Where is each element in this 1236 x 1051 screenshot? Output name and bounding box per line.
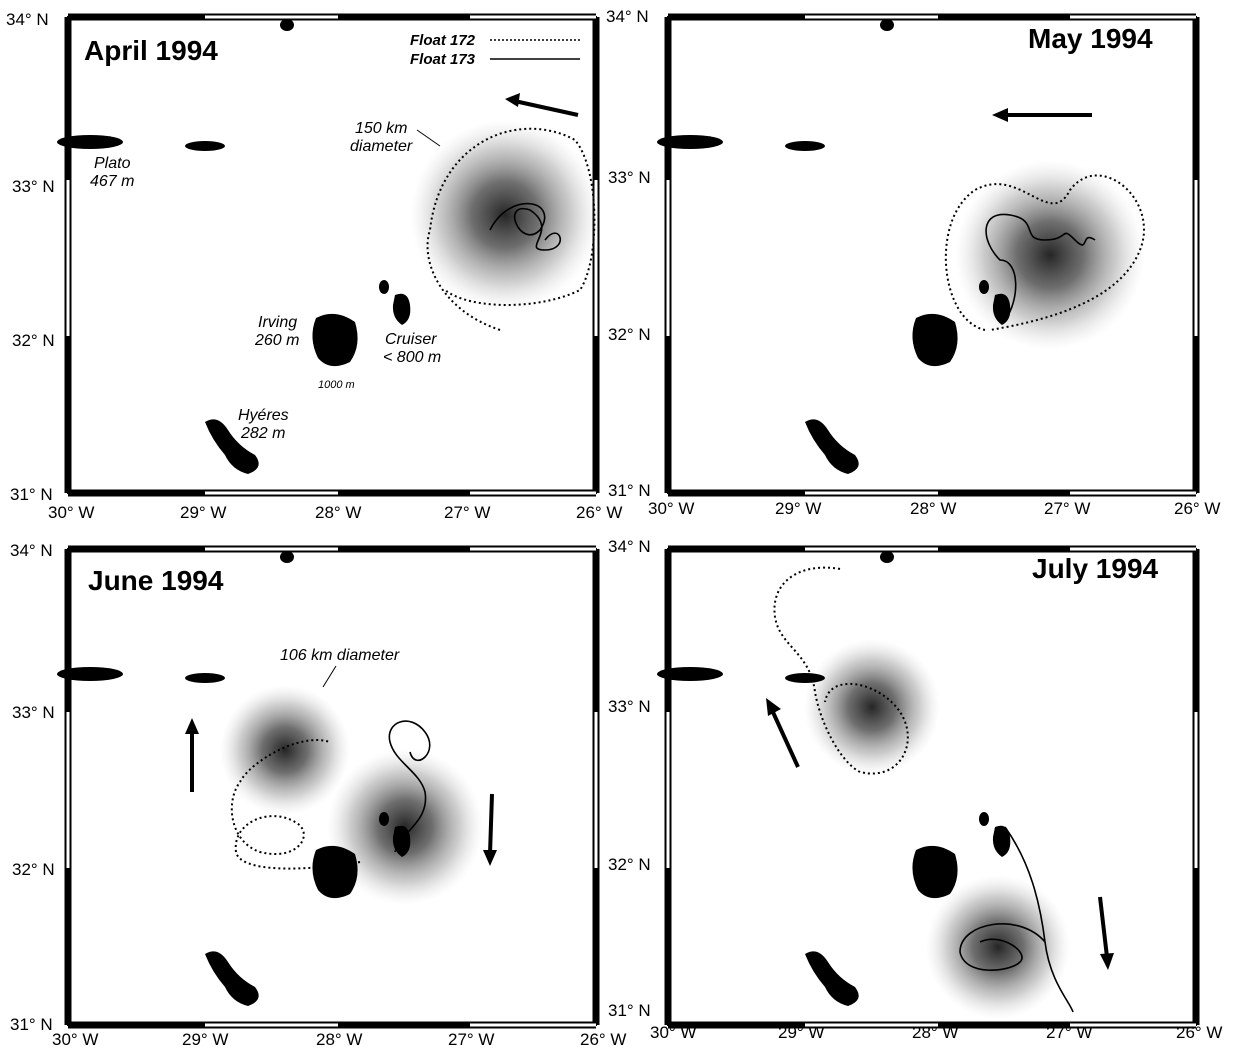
irving-depth: 260 m [254,332,299,349]
drift-arrow-south [1098,896,1109,958]
float172-track [944,174,1145,331]
float173-track [985,213,1096,321]
lat-label: 33° N [608,168,651,187]
panel-may [657,17,1196,493]
lat-label: 31° N [10,485,53,504]
eddy-shading-south [926,875,1070,1019]
float172-track [773,566,909,775]
lon-label: 29° W [775,499,821,518]
lon-label: 27° W [444,503,490,522]
lon-label: 28° W [912,1023,958,1042]
lon-label: 30° W [648,499,694,518]
panel-title-june: June 1994 [88,565,224,596]
lon-label: 27° W [448,1030,494,1049]
float172-track [230,739,361,870]
lat-label: 32° N [12,860,55,879]
april-diameter-line1: 150 km [355,120,407,137]
float173-track [959,826,1074,1013]
lat-label: 34° N [10,541,53,560]
plato-name: Plato [94,155,131,172]
lon-label: 26° W [1174,499,1220,518]
float172-track [426,127,596,331]
panel-june [57,549,596,1025]
lat-label: 34° N [608,537,651,556]
april-diameter-line2: diameter [350,138,413,155]
lat-label: 33° N [12,177,55,196]
june-diameter: 106 km diameter [280,647,400,664]
lat-label: 34° N [6,10,49,29]
hyeres-name: Hyéres [238,407,289,424]
panel-july [657,549,1196,1025]
lon-label: 30° W [650,1023,696,1042]
plato-depth: 467 m [90,173,134,190]
panel-title-april: April 1994 [84,35,218,66]
drift-arrow-south [488,793,494,855]
lat-label: 34° N [606,7,649,26]
lon-label: 28° W [316,1030,362,1049]
irving-name: Irving [258,314,297,331]
lat-label: 33° N [12,703,55,722]
panel-title-may: May 1994 [1028,23,1153,54]
eddy-shading [410,120,600,310]
lat-label: 32° N [12,331,55,350]
lat-label: 33° N [608,697,651,716]
lon-label: 26° W [580,1030,626,1049]
drift-arrow [509,98,579,117]
hyeres-depth: 282 m [240,425,285,442]
lat-label: 31° N [608,1001,651,1020]
lon-label: 27° W [1046,1023,1092,1042]
lon-label: 26° W [576,503,622,522]
cruiser-name: Cruiser [385,331,437,348]
lat-label: 32° N [608,325,651,344]
lon-label: 29° W [182,1030,228,1049]
float173-track [388,720,431,853]
panel-title-july: July 1994 [1032,553,1159,584]
lat-label: 32° N [608,855,651,874]
lat-label: 31° N [10,1015,53,1034]
lon-label: 29° W [180,503,226,522]
panel-april [57,17,600,493]
legend-float172: Float 172 [410,32,476,49]
lon-label: 30° W [52,1030,98,1049]
lon-label: 26° W [1176,1023,1222,1042]
eddy-shading-north [804,639,940,775]
cruiser-depth: < 800 m [383,349,441,366]
lon-label: 29° W [778,1023,824,1042]
legend-float173: Float 173 [410,51,476,68]
lat-label: 31° N [608,481,651,500]
lon-label: 28° W [315,503,361,522]
lon-label: 30° W [48,503,94,522]
lon-label: 28° W [910,499,956,518]
contour-label: 1000 m [318,379,355,391]
eddy-shading-west [220,685,350,815]
drift-arrow-northwest [770,709,800,768]
float173-track [489,202,561,251]
lon-label: 27° W [1044,499,1090,518]
